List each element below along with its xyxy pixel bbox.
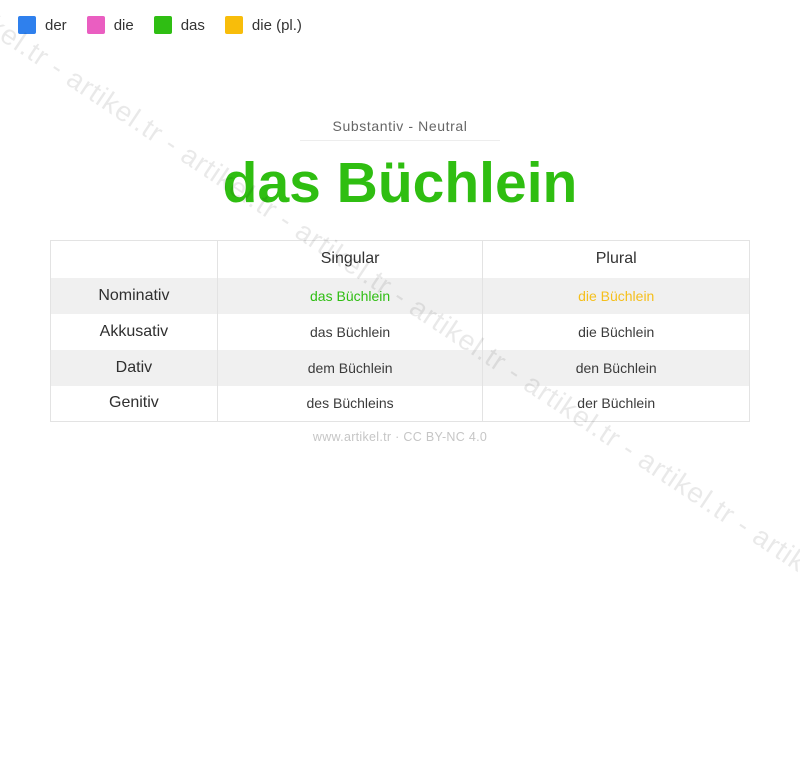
table-row-akkusativ: Akkusativ das Büchlein die Büchlein [50, 313, 750, 350]
table-row-dativ: Dativ dem Büchlein den Büchlein [50, 349, 750, 386]
dativ-plural-value: den Büchlein [482, 349, 750, 386]
legend-item-der: der [18, 16, 67, 34]
article-legend: der die das die (pl.) [18, 16, 302, 34]
die-plural-color-swatch [224, 16, 243, 34]
dativ-singular-value: dem Büchlein [216, 349, 484, 386]
column-header-case [50, 240, 218, 278]
legend-item-die: die [86, 16, 134, 34]
table-row-genitiv: Genitiv des Büchleins der Büchlein [50, 385, 750, 422]
legend-label-die: die [113, 16, 134, 34]
die-color-swatch [86, 16, 105, 34]
genitiv-singular-value: des Büchleins [216, 385, 484, 422]
nominativ-plural-value: die Büchlein [482, 277, 750, 314]
legend-label-die-plural: die (pl.) [251, 16, 302, 34]
case-label-akkusativ: Akkusativ [50, 313, 218, 350]
legend-label-das: das [180, 16, 205, 34]
table-header-row: Singular Plural [50, 240, 750, 278]
genitiv-plural-value: der Büchlein [482, 385, 750, 422]
akkusativ-singular-value: das Büchlein [216, 313, 484, 350]
category-divider [300, 140, 500, 141]
legend-item-das: das [153, 16, 205, 34]
declension-table: Singular Plural Nominativ das Büchlein d… [50, 240, 750, 422]
das-color-swatch [153, 16, 172, 34]
column-header-singular: Singular [216, 240, 484, 278]
table-row-nominativ: Nominativ das Büchlein die Büchlein [50, 277, 750, 314]
column-header-plural: Plural [482, 240, 750, 278]
case-label-dativ: Dativ [50, 349, 218, 386]
case-label-genitiv: Genitiv [50, 385, 218, 422]
case-label-nominativ: Nominativ [50, 277, 218, 314]
der-color-swatch [18, 16, 36, 34]
site-credit: www.artikel.tr · CC BY-NC 4.0 [312, 430, 488, 444]
legend-label-der: der [45, 16, 67, 34]
nominativ-singular-value: das Büchlein [216, 277, 484, 314]
word-category: Substantiv - Neutral [332, 118, 468, 134]
akkusativ-plural-value: die Büchlein [482, 313, 750, 350]
legend-item-die-plural: die (pl.) [224, 16, 302, 34]
page-title: das Büchlein [222, 151, 578, 215]
